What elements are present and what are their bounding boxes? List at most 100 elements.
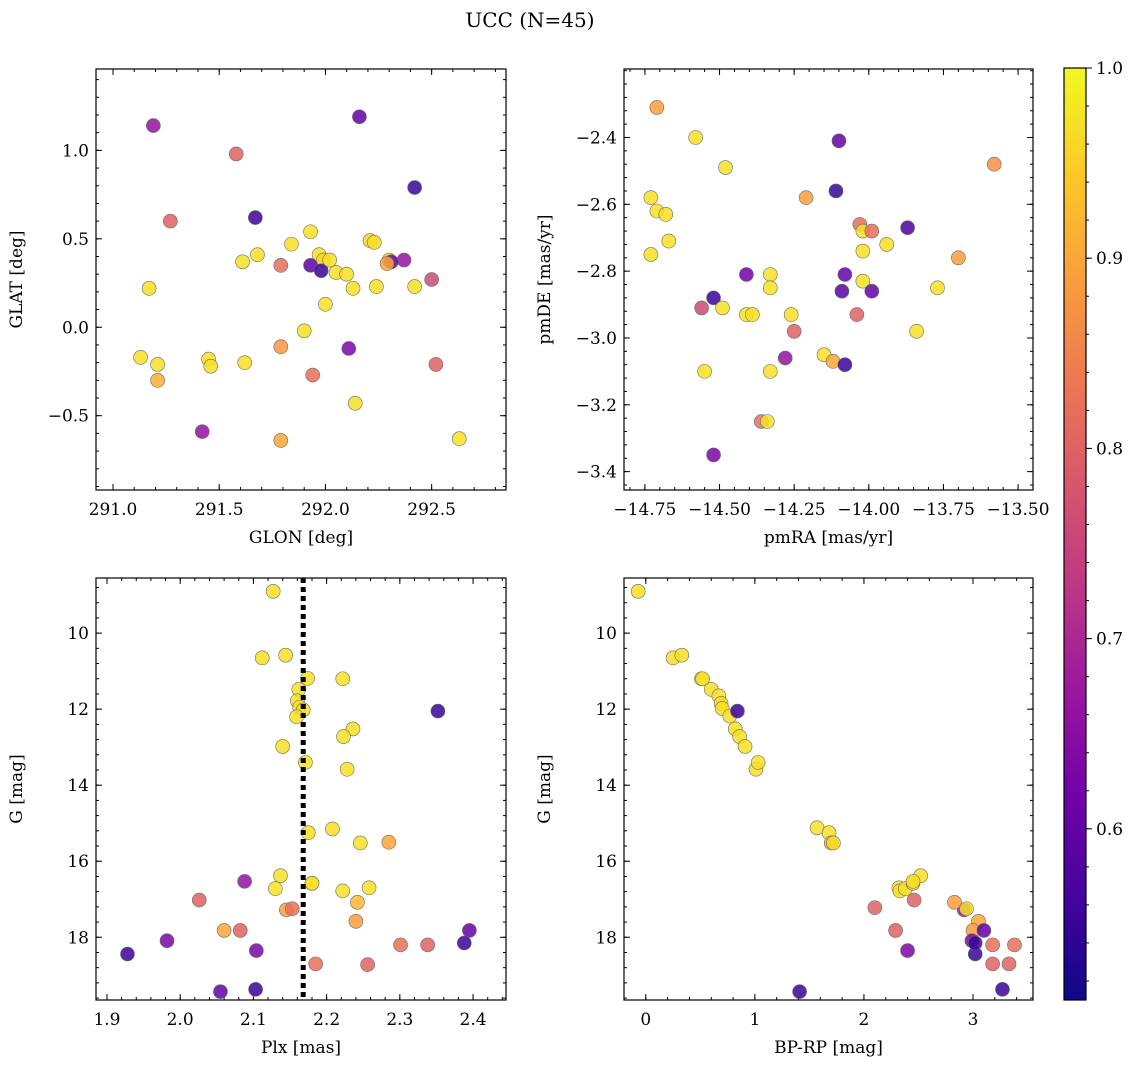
data-point: [396, 252, 412, 268]
x-axis-label: BP-RP [mag]: [774, 1038, 883, 1058]
data-point: [237, 874, 252, 889]
data-point: [985, 956, 1000, 972]
data-point: [706, 447, 721, 463]
data-point: [976, 923, 992, 938]
subplots: 291.0 291.5 292.0 292.5 −0.5 0.0 0.5 1.0 GLON [d…: [7, 68, 1050, 1058]
data-point: [900, 943, 915, 958]
y-tick-label: 16: [67, 852, 89, 872]
data-point: [715, 300, 730, 316]
y-tick-label: 10: [67, 624, 89, 644]
data-point: [159, 933, 175, 948]
data-point: [228, 146, 244, 162]
data-point: [339, 761, 355, 777]
data-point: [232, 923, 248, 938]
x-tick-label: 2.1: [240, 1010, 267, 1030]
y-axis-label: pmDE [mas/yr]: [535, 214, 555, 344]
x-tick-label: 3: [968, 1010, 979, 1030]
x-tick-label: 1: [749, 1010, 760, 1030]
data-point: [1001, 956, 1017, 972]
data-point: [313, 263, 329, 278]
x-axis-label: GLON [deg]: [249, 528, 353, 548]
axes-frame: [623, 577, 1034, 1001]
data-point: [879, 237, 895, 252]
data-point: [730, 703, 745, 719]
data-point: [335, 671, 351, 687]
data-point: [273, 339, 289, 355]
axes-frame: [623, 68, 1034, 491]
data-point: [456, 935, 472, 951]
data-point: [379, 256, 395, 271]
data-point: [777, 350, 793, 366]
data-points: [630, 584, 1022, 999]
data-point: [284, 236, 299, 252]
x-tick-label: −14.25: [763, 500, 826, 520]
colorbar: 0.6 0.7 0.8 0.9 1.0: [1063, 59, 1123, 1001]
data-point: [986, 156, 1002, 172]
data-point: [150, 357, 165, 372]
x-tick-label: 2.4: [460, 1010, 487, 1030]
y-tick-label: 1.0: [62, 141, 89, 161]
data-point: [462, 923, 477, 938]
data-point: [249, 943, 264, 958]
data-point: [826, 835, 841, 851]
data-point: [658, 207, 674, 222]
data-point: [697, 364, 712, 379]
data-point: [967, 935, 983, 951]
data-point: [750, 755, 766, 770]
data-point: [695, 671, 710, 687]
data-points: [643, 100, 1002, 463]
data-point: [430, 703, 446, 719]
data-point: [864, 223, 880, 239]
data-point: [348, 914, 364, 929]
y-tick-label: −0.5: [48, 407, 89, 427]
data-point: [275, 739, 290, 754]
data-point: [273, 258, 289, 273]
y-tick-label: −3.4: [576, 463, 617, 483]
data-point: [688, 130, 703, 145]
data-point: [284, 901, 300, 917]
panel-pmra-pmde: −14.75 −14.50 −14.25 −14.00 −13.75 −13.50 −3.4…: [535, 68, 1050, 548]
x-tick-label: 0: [640, 1010, 651, 1030]
data-point: [739, 267, 754, 282]
data-point: [381, 834, 397, 850]
colorbar-tick-label: 0.7: [1096, 630, 1123, 650]
data-point: [759, 414, 775, 429]
data-point: [855, 243, 871, 259]
y-tick-label: −3.0: [576, 329, 617, 349]
data-point: [930, 280, 945, 296]
x-tick-label: 2: [859, 1010, 870, 1030]
data-point: [745, 307, 760, 322]
data-point: [322, 252, 337, 268]
data-point: [407, 279, 422, 294]
data-point: [345, 281, 361, 296]
x-tick-label: 2.3: [386, 1010, 413, 1030]
data-point: [268, 881, 283, 896]
data-point: [216, 923, 232, 938]
data-point: [150, 373, 165, 388]
data-point: [864, 283, 880, 299]
x-tick-label: 292.5: [407, 500, 456, 520]
data-point: [273, 868, 288, 883]
data-point: [250, 247, 265, 263]
data-point: [194, 424, 210, 439]
data-point: [451, 431, 467, 447]
data-point: [947, 894, 962, 910]
y-tick-label: −3.2: [576, 396, 617, 416]
data-point: [828, 183, 844, 199]
data-point: [762, 280, 778, 296]
data-point: [995, 982, 1010, 997]
x-tick-label: 2.2: [313, 1010, 340, 1030]
data-point: [213, 984, 228, 999]
data-point: [303, 224, 318, 240]
data-point: [203, 358, 219, 374]
data-point: [254, 650, 270, 666]
x-tick-label: −14.00: [837, 500, 900, 520]
data-point: [630, 584, 646, 599]
panel-glon-glat: 291.0 291.5 292.0 292.5 −0.5 0.0 0.5 1.0 GLON [d…: [7, 68, 507, 548]
y-tick-label: 12: [67, 700, 89, 720]
data-point: [906, 892, 922, 908]
data-point: [905, 874, 921, 889]
data-point: [335, 883, 351, 899]
y-tick-label: 18: [595, 928, 617, 948]
